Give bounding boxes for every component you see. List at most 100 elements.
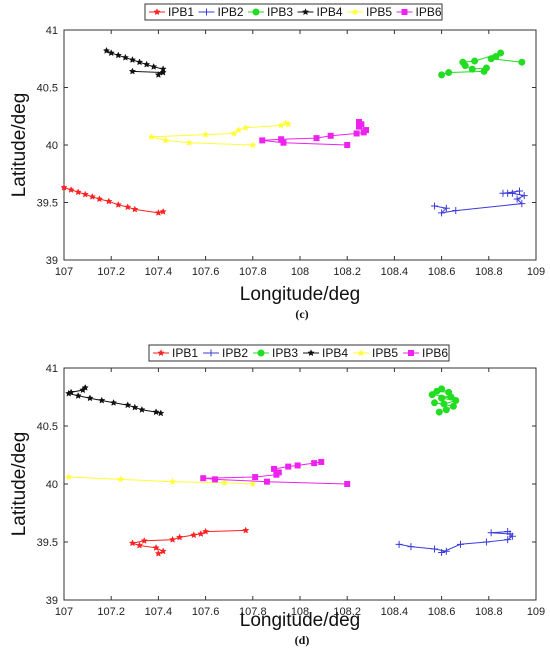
data-point: [428, 391, 436, 399]
data-point: [249, 480, 257, 488]
x-tick-label: 109: [527, 606, 545, 618]
data-point: [497, 49, 505, 57]
data-point: [201, 130, 210, 138]
data-point: [121, 53, 130, 61]
x-tick-label: 107.6: [192, 606, 220, 618]
data-point: [395, 540, 403, 548]
data-point: [438, 394, 446, 402]
data-point: [152, 408, 160, 416]
data-point: [363, 127, 370, 134]
legend-entry: IPB6: [396, 5, 442, 19]
series-ipb4: [102, 46, 167, 78]
x-axis-label: Longitude/deg: [240, 610, 360, 631]
y-tick-label: 39.5: [37, 537, 58, 549]
legend-entry: IPB4: [297, 5, 343, 19]
x-tick-label: 108.2: [333, 606, 361, 618]
data-point: [65, 473, 73, 481]
series-ipb6: [259, 119, 370, 148]
series-ipb1: [128, 526, 250, 557]
data-point: [468, 65, 476, 73]
data-point: [518, 200, 526, 208]
data-point: [168, 477, 177, 485]
y-axis-label: Latitude/deg: [9, 432, 30, 537]
legend-label: IPB5: [372, 346, 398, 360]
data-point: [114, 51, 122, 59]
data-point: [86, 394, 94, 402]
data-point: [131, 403, 139, 411]
data-point: [109, 398, 118, 406]
legend-entry: IPB3: [248, 5, 293, 19]
data-point: [275, 469, 282, 476]
legend-entry: IPB5: [347, 5, 392, 19]
data-point: [518, 58, 526, 66]
x-tick-label: 108: [291, 606, 309, 618]
y-tick-label: 39: [46, 595, 58, 607]
data-point: [438, 385, 446, 393]
legend-swatch-marker: [351, 8, 359, 16]
x-tick-label: 108.8: [475, 266, 503, 278]
data-point: [131, 205, 139, 213]
x-tick-label: 107: [55, 606, 73, 618]
panel-label: (d): [295, 633, 310, 647]
data-point: [435, 408, 443, 416]
y-axis-label: Latitude/deg: [9, 93, 30, 198]
legend-label: IPB1: [172, 346, 198, 360]
series-ipb5: [147, 119, 292, 149]
legend-label: IPB1: [168, 5, 194, 19]
legend-label: IPB5: [366, 5, 392, 19]
data-point: [487, 529, 495, 537]
legend-label: IPB2: [222, 346, 248, 360]
y-tick-label: 40.5: [37, 83, 58, 95]
data-point: [154, 71, 163, 78]
data-point: [74, 188, 82, 196]
data-point: [138, 405, 146, 413]
data-point: [313, 135, 320, 142]
data-point: [452, 207, 460, 215]
data-point: [438, 548, 446, 556]
data-point: [65, 389, 73, 397]
x-tick-label: 108.2: [333, 266, 361, 278]
legend: IPB1 IPB2 IPB3 IPB4 IPB5 IPB6: [148, 344, 450, 362]
data-point: [242, 526, 250, 534]
legend-swatch-marker: [408, 350, 414, 356]
data-point: [242, 123, 250, 131]
series-ipb1: [60, 183, 167, 216]
data-point: [159, 207, 167, 215]
data-point: [440, 400, 448, 408]
data-point: [249, 141, 257, 149]
y-tick-label: 41: [46, 363, 58, 375]
data-point: [157, 409, 165, 417]
y-tick-label: 40: [46, 479, 58, 491]
data-point: [197, 530, 205, 537]
data-point: [88, 192, 96, 200]
data-point: [278, 136, 285, 143]
data-point: [98, 396, 106, 404]
data-point: [487, 55, 495, 63]
series-ipb5: [65, 473, 257, 488]
data-point: [114, 200, 122, 208]
data-point: [459, 58, 467, 66]
legend-label: IPB4: [322, 346, 348, 360]
data-point: [442, 406, 450, 414]
data-point: [504, 536, 512, 544]
data-point: [142, 60, 151, 68]
x-tick-label: 108.4: [381, 266, 409, 278]
data-point: [515, 187, 523, 195]
x-tick-label: 108.6: [428, 266, 456, 278]
legend-entry: IPB2: [203, 346, 248, 360]
data-point: [60, 183, 68, 191]
legend-swatch-marker: [301, 8, 310, 16]
panel-label: (c): [295, 307, 308, 321]
data-point: [81, 190, 89, 198]
data-point: [282, 119, 290, 127]
legend-swatch-marker: [157, 349, 165, 357]
data-point: [311, 460, 318, 467]
y-tick-label: 40: [46, 140, 58, 152]
chart-panel-d: 107 107.2 107.4 107.6 107.8 108 108.2 108.4 108.…: [9, 344, 545, 647]
series-ipb2: [395, 528, 516, 556]
data-point: [277, 121, 285, 129]
legend-label: IPB6: [416, 5, 442, 19]
legend-entry: IPB1: [153, 346, 198, 360]
x-tick-label: 108.8: [475, 606, 503, 618]
data-point: [344, 142, 351, 148]
